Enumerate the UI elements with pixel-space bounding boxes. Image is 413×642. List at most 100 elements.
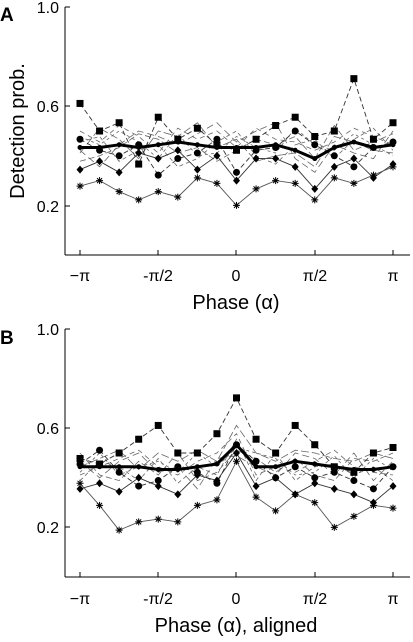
point-a-circle-6 xyxy=(193,149,201,157)
mean-point-a-16 xyxy=(390,142,396,148)
point-b-circle-11 xyxy=(291,463,299,471)
point-a-diamond-0 xyxy=(76,165,84,174)
mean-point-b-16 xyxy=(390,464,396,470)
y-tick-label-b-0-6: 0.6 xyxy=(37,421,59,438)
mean-point-a-6 xyxy=(194,142,200,148)
point-a-star-1 xyxy=(96,177,104,185)
point-a-square-14 xyxy=(350,75,358,83)
point-a-square-12 xyxy=(311,133,319,141)
mean-point-a-7 xyxy=(214,145,220,151)
mean-point-a-2 xyxy=(116,142,122,148)
x-axis-title-a: Phase (α) xyxy=(192,292,279,314)
mean-point-a-13 xyxy=(331,145,337,151)
point-b-star-3 xyxy=(135,518,143,526)
point-a-star-11 xyxy=(291,179,299,187)
mean-point-b-1 xyxy=(97,464,103,470)
point-b-circle-4 xyxy=(154,477,162,485)
series-line-a-9 xyxy=(79,127,394,160)
point-b-square-0 xyxy=(76,455,84,463)
point-a-diamond-3 xyxy=(135,149,143,158)
y-axis-title: Detection prob. xyxy=(7,63,29,199)
mean-point-a-8 xyxy=(234,145,239,151)
point-a-star-6 xyxy=(193,174,201,182)
point-a-circle-14 xyxy=(350,163,358,171)
x-tick-label-b-neg-pi-2: -π/2 xyxy=(143,591,173,608)
x-axis-title-b: Phase (α), aligned xyxy=(155,615,318,637)
point-b-star-12 xyxy=(311,499,319,507)
point-a-square-7 xyxy=(213,141,221,149)
plot-area-b xyxy=(76,394,397,534)
point-b-diamond-1 xyxy=(96,479,104,488)
point-b-star-6 xyxy=(193,501,201,509)
point-b-diamond-0 xyxy=(76,484,84,493)
mean-point-b-11 xyxy=(292,458,298,464)
point-a-circle-13 xyxy=(330,152,338,160)
point-b-circle-13 xyxy=(330,468,338,476)
point-a-star-10 xyxy=(272,177,280,185)
point-b-diamond-2 xyxy=(115,487,123,496)
point-a-square-10 xyxy=(272,121,280,129)
point-b-star-16 xyxy=(389,504,397,512)
point-a-diamond-9 xyxy=(252,154,260,163)
point-b-star-8 xyxy=(233,457,240,465)
mean-point-a-4 xyxy=(155,142,161,148)
mean-point-a-14 xyxy=(351,139,357,145)
plot-area-a xyxy=(76,75,397,209)
mean-point-a-10 xyxy=(273,142,279,148)
point-b-square-1 xyxy=(96,460,104,468)
mean-point-b-14 xyxy=(351,467,357,473)
point-a-diamond-7 xyxy=(213,151,221,160)
mean-point-b-13 xyxy=(331,464,337,470)
x-tick-label-b-pi-2: π/2 xyxy=(303,591,327,608)
mean-point-b-6 xyxy=(194,464,200,470)
series-line-b-5 xyxy=(79,433,394,476)
point-b-square-2 xyxy=(115,449,123,457)
mean-point-b-8 xyxy=(234,442,239,448)
mean-point-a-1 xyxy=(97,145,103,151)
point-a-star-16 xyxy=(389,163,397,171)
point-b-star-2 xyxy=(115,526,123,534)
point-a-square-15 xyxy=(369,135,377,143)
point-b-diamond-16 xyxy=(389,482,397,491)
point-b-square-9 xyxy=(252,435,260,443)
point-a-circle-2 xyxy=(115,152,123,160)
point-b-square-15 xyxy=(369,449,377,457)
point-b-diamond-3 xyxy=(135,473,143,482)
mean-point-a-11 xyxy=(292,147,298,153)
point-a-diamond-14 xyxy=(350,154,358,163)
series-line-a-5 xyxy=(79,125,394,154)
mean-point-b-7 xyxy=(214,461,220,467)
point-a-star-3 xyxy=(135,196,143,204)
series-line-a-8 xyxy=(79,122,394,173)
y-tick-label-a-0-2: 0.2 xyxy=(37,199,59,216)
mean-point-b-12 xyxy=(312,461,318,467)
point-b-circle-14 xyxy=(350,477,358,485)
point-a-circle-7 xyxy=(213,135,221,143)
x-tick-label-b-zero: 0 xyxy=(232,591,241,608)
point-a-star-5 xyxy=(174,193,182,201)
x-tick-label-a-pi: π xyxy=(387,268,398,285)
point-a-diamond-8 xyxy=(233,176,240,185)
point-b-square-12 xyxy=(311,441,319,449)
point-b-square-5 xyxy=(174,449,182,457)
point-a-circle-0 xyxy=(76,135,84,143)
x-tick-label-a-pi-2: π/2 xyxy=(303,268,327,285)
point-b-diamond-5 xyxy=(174,490,182,499)
point-a-star-14 xyxy=(350,179,358,187)
point-b-diamond-4 xyxy=(154,482,162,491)
point-b-diamond-9 xyxy=(252,482,260,491)
point-b-diamond-10 xyxy=(272,473,280,482)
point-a-star-13 xyxy=(330,174,338,182)
point-a-circle-5 xyxy=(174,155,182,163)
panel-letter-b: B xyxy=(0,328,14,349)
mean-point-b-3 xyxy=(136,464,142,470)
point-b-square-10 xyxy=(272,449,280,457)
mean-point-a-0 xyxy=(77,145,83,151)
point-a-star-15 xyxy=(369,171,377,179)
point-a-square-0 xyxy=(76,99,84,107)
series-line-b-star xyxy=(79,460,394,531)
series-line-a-4 xyxy=(79,122,394,168)
point-b-star-13 xyxy=(330,523,338,531)
point-b-circle-2 xyxy=(115,468,123,476)
point-a-star-2 xyxy=(115,188,123,196)
